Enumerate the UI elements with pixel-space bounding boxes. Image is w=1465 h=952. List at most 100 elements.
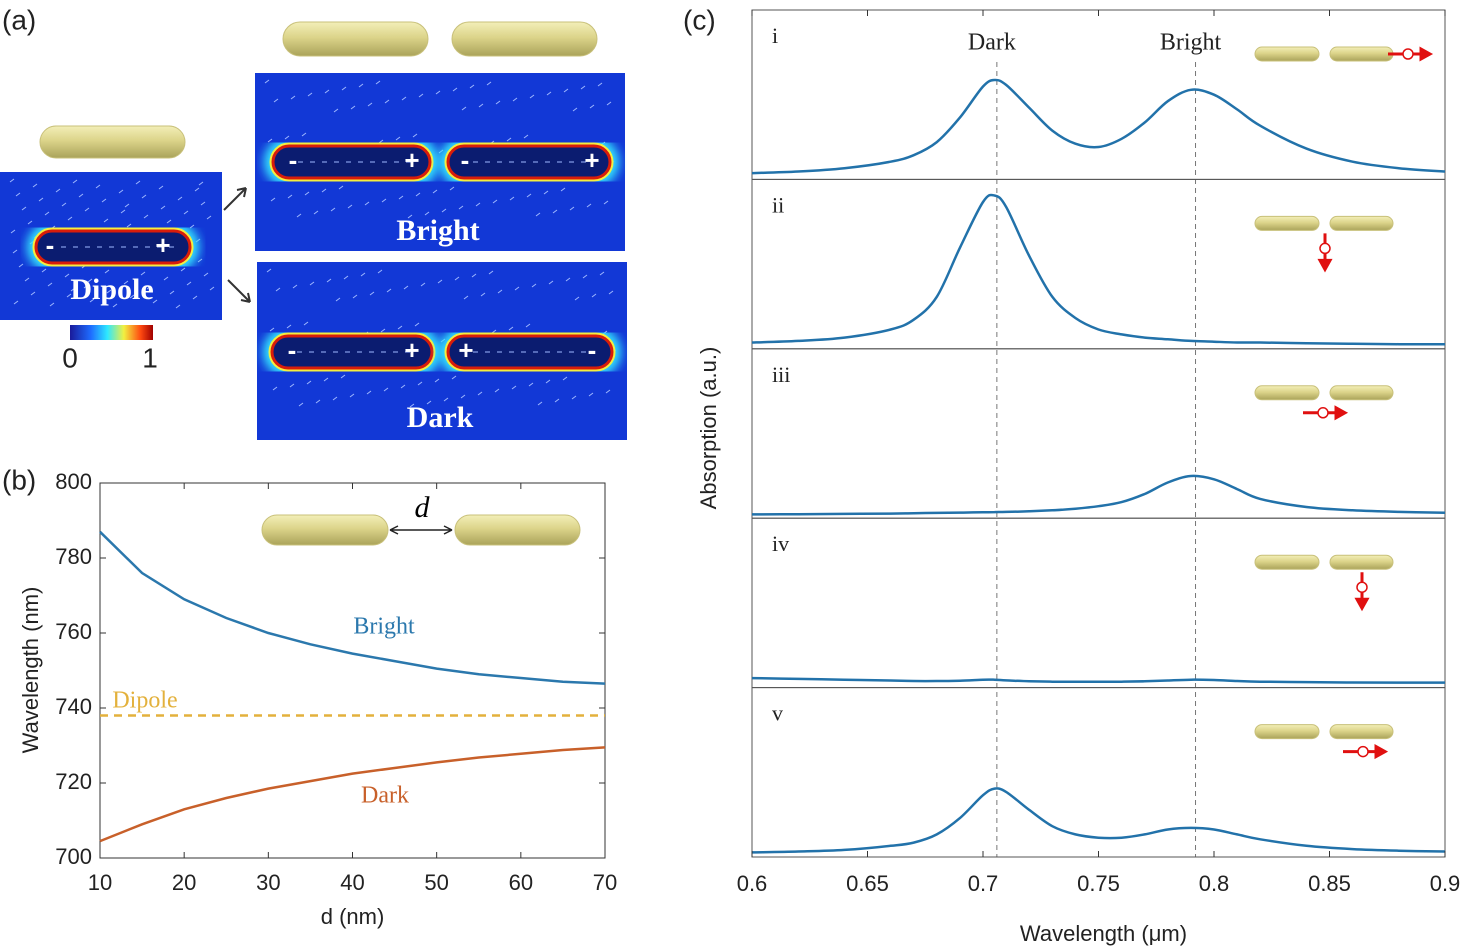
- field-arrow: [194, 187, 200, 192]
- field-arrow: [272, 386, 278, 391]
- subplot-label: ii: [772, 192, 784, 217]
- field-arrow: [192, 295, 198, 300]
- field-arrow: [407, 214, 413, 219]
- field-arrow: [292, 284, 298, 289]
- charge: -: [588, 335, 597, 365]
- field-arrow: [528, 382, 534, 387]
- field-arrow: [30, 291, 36, 296]
- field-arrow: [64, 273, 70, 278]
- field-arrow: [24, 277, 30, 282]
- field-arrow: [535, 212, 541, 217]
- field-arrow: [384, 99, 390, 104]
- dipole-source: [1319, 242, 1331, 255]
- field-arrow: [546, 91, 552, 96]
- field-arrow: [548, 280, 554, 285]
- charge: -: [288, 335, 297, 365]
- field-arrow: [315, 399, 321, 404]
- field-arrow: [437, 279, 443, 284]
- map-label: Dark: [407, 401, 474, 434]
- data-line: [751, 474, 1446, 516]
- x-tick-label: 40: [340, 870, 364, 895]
- field-arrow: [296, 213, 302, 218]
- nanorod: [1329, 554, 1394, 570]
- field-arrow: [526, 193, 532, 198]
- field-arrow: [72, 179, 78, 184]
- field-arrow: [143, 214, 149, 219]
- field-arrow: [12, 249, 18, 254]
- field-arrow: [461, 106, 467, 111]
- x-tick-label: 0.9: [1430, 871, 1461, 896]
- field-arrow: [169, 290, 175, 295]
- field-arrow: [369, 291, 375, 296]
- field-arrow: [449, 186, 455, 191]
- field-arrow: [531, 283, 537, 288]
- field-arrow: [432, 189, 438, 194]
- field-arrow: [552, 209, 558, 214]
- field-arrow: [383, 387, 389, 392]
- map-label: Dipole: [70, 273, 153, 306]
- field-arrow: [597, 82, 603, 87]
- x-axis-label: Wavelength (μm): [1020, 921, 1187, 946]
- field-arrow: [364, 201, 370, 206]
- arrow: [227, 279, 251, 303]
- field-arrow: [120, 209, 126, 214]
- field-arrow: [375, 80, 381, 85]
- field-arrow: [477, 391, 483, 396]
- field-rim: [270, 334, 434, 370]
- field-arrow: [303, 321, 309, 326]
- data-line: [99, 746, 606, 843]
- field-arrow: [409, 403, 415, 408]
- field-arrow: [545, 379, 551, 384]
- field-arrow: [27, 220, 33, 225]
- field-arrow: [420, 282, 426, 287]
- field-arrow: [543, 190, 549, 195]
- x-tick-label: 10: [88, 870, 112, 895]
- x-tick-label: 30: [256, 870, 280, 895]
- charge: +: [458, 335, 473, 365]
- field-arrow: [197, 258, 203, 263]
- field-arrow: [606, 101, 612, 106]
- field-arrow: [160, 205, 166, 210]
- field-arrow: [514, 286, 520, 291]
- field-arrow: [495, 100, 501, 105]
- subplot-label: v: [772, 701, 783, 726]
- field-arrow: [44, 211, 50, 216]
- series-label: Dipole: [112, 688, 177, 714]
- field-arrow: [335, 297, 341, 302]
- field-arrow: [47, 282, 53, 287]
- field-arrow: [599, 271, 605, 276]
- field-arrow: [289, 383, 295, 388]
- field-arrow: [333, 108, 339, 113]
- nanorod: [1254, 554, 1320, 570]
- subplot-label: iii: [772, 362, 790, 387]
- field-arrow: [452, 87, 458, 92]
- dipole-source: [1357, 745, 1369, 758]
- field-arrow: [101, 198, 107, 203]
- field-arrow: [152, 299, 158, 304]
- x-tick-label: 20: [172, 870, 196, 895]
- field-arrow: [264, 79, 270, 84]
- subplot-label: iv: [772, 531, 789, 556]
- y-tick-label: 760: [55, 619, 92, 644]
- y-tick-label: 780: [55, 544, 92, 569]
- field-arrow: [537, 401, 543, 406]
- nanorod: [1254, 46, 1320, 62]
- field-arrow: [478, 103, 484, 108]
- field-arrow: [458, 205, 464, 210]
- reference-label: Dark: [968, 30, 1016, 56]
- panel-label: (a): [2, 4, 36, 35]
- arrow: [223, 187, 247, 211]
- field-arrow: [434, 378, 440, 383]
- charge: -: [461, 145, 470, 175]
- field-arrow: [398, 195, 404, 200]
- field-arrow: [403, 285, 409, 290]
- field-arrow: [84, 207, 90, 212]
- colorbar-tick-label: 0: [62, 342, 78, 373]
- nanorod: [1329, 46, 1394, 62]
- field-arrow: [321, 188, 327, 193]
- gap-arrow: [389, 525, 453, 535]
- field-arrow: [307, 92, 313, 97]
